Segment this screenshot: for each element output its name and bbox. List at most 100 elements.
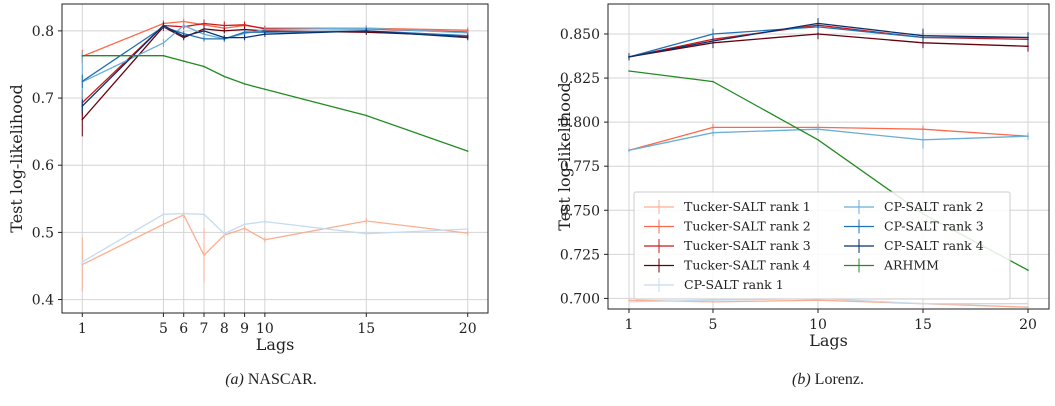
data-point	[365, 114, 368, 117]
data-point	[203, 30, 205, 32]
series-line	[82, 20, 468, 58]
data-point	[922, 128, 924, 130]
data-point	[182, 212, 185, 215]
x-axis-label: Lags	[256, 335, 295, 354]
y-axis-label: Test log-likelihood	[555, 82, 574, 230]
y-tick-label: 0.850	[560, 27, 600, 43]
data-point	[223, 30, 226, 32]
data-point	[223, 36, 226, 39]
data-point	[243, 31, 246, 34]
legend-entry: CP-SALT rank 1	[684, 277, 784, 292]
data-point	[922, 34, 924, 37]
data-point	[243, 36, 246, 39]
x-tick-label: 7	[200, 321, 209, 337]
data-point	[203, 33, 205, 36]
x-tick-label: 10	[256, 321, 274, 337]
data-point	[1027, 269, 1029, 272]
data-point	[243, 227, 246, 230]
data-point	[628, 56, 630, 58]
data-point	[81, 118, 84, 121]
data-point	[712, 131, 714, 134]
x-tick-label: 5	[159, 321, 168, 337]
data-point	[264, 88, 266, 91]
x-tick-label: 5	[709, 317, 718, 333]
data-point	[203, 213, 205, 216]
data-point	[466, 36, 469, 39]
data-point	[712, 40, 714, 42]
data-point	[712, 301, 714, 303]
legend-entry: Tucker-SALT rank 4	[684, 258, 811, 273]
data-point	[817, 299, 819, 301]
data-point	[223, 75, 226, 78]
y-tick-label: 0.750	[560, 203, 600, 219]
data-point	[203, 38, 205, 40]
data-point	[182, 20, 185, 23]
data-point	[628, 149, 630, 152]
y-tick-label: 0.6	[32, 158, 54, 174]
x-tick-label: 6	[179, 321, 188, 337]
x-axis-label: Lags	[809, 331, 848, 350]
y-tick-label: 0.800	[560, 115, 600, 131]
series-line	[81, 24, 468, 107]
y-tick-label: 0.5	[32, 225, 54, 241]
legend-entry: CP-SALT rank 3	[884, 219, 984, 234]
data-point	[817, 128, 819, 130]
data-point	[162, 54, 165, 57]
data-point	[1027, 36, 1029, 39]
y-tick-label: 0.725	[560, 247, 600, 263]
caption-text: NASCAR.	[244, 371, 317, 388]
data-point	[466, 232, 469, 234]
data-point	[162, 42, 165, 44]
data-point	[628, 299, 630, 301]
data-point	[365, 30, 368, 32]
data-point	[365, 220, 368, 222]
data-point	[712, 80, 714, 83]
chart-lorenz: 1 5 10 15 200.7000.7250.7500.7750.8000.8250.…	[555, 3, 1050, 388]
legend-box	[633, 191, 1011, 300]
series-group	[81, 18, 469, 292]
data-point	[817, 138, 819, 141]
legend-entry: Tucker-SALT rank 2	[684, 219, 811, 234]
series-line	[81, 22, 468, 104]
legend: Tucker-SALT rank 1 Tucker-SALT rank 2 Tuck…	[633, 191, 1011, 300]
data-point	[1027, 306, 1029, 309]
y-tick-label: 0.8	[32, 24, 54, 40]
data-point	[264, 33, 266, 36]
data-point	[628, 70, 630, 72]
data-point	[162, 213, 165, 216]
caption-label: (b)	[792, 371, 811, 388]
y-tick-label: 0.700	[560, 291, 600, 307]
legend-entry: Tucker-SALT rank 1	[684, 199, 811, 214]
data-point	[81, 54, 84, 57]
data-point	[81, 261, 84, 263]
data-point	[243, 24, 246, 26]
data-point	[1027, 135, 1029, 138]
data-point	[162, 24, 165, 27]
data-point	[264, 220, 266, 223]
series-line	[628, 26, 1028, 58]
y-tick-label: 0.825	[560, 71, 600, 87]
data-point	[365, 232, 368, 235]
y-tick-label: 0.775	[560, 159, 600, 175]
data-point	[182, 60, 185, 62]
x-tick-label: 8	[220, 321, 229, 337]
data-point	[182, 24, 185, 27]
y-tick-label: 0.4	[32, 293, 54, 309]
data-point	[712, 299, 714, 301]
data-point	[466, 150, 469, 152]
ticks: 1 5 6 7 8 9 10 15 200.40.50.60.70.8	[32, 24, 477, 337]
data-point	[243, 223, 246, 226]
data-point	[922, 302, 924, 305]
data-point	[466, 228, 469, 230]
data-point	[203, 254, 205, 257]
data-point	[223, 24, 226, 27]
y-axis-label: Test log-likelihood	[7, 84, 26, 232]
x-tick-label: 15	[914, 317, 932, 333]
data-point	[628, 301, 630, 303]
data-point	[1027, 302, 1029, 305]
figure-caption: (a) NASCAR.	[225, 371, 317, 388]
y-tick-label: 0.7	[32, 91, 54, 107]
ticks: 1 5 10 15 200.7000.7250.7500.7750.8000.8250.…	[560, 27, 1037, 333]
